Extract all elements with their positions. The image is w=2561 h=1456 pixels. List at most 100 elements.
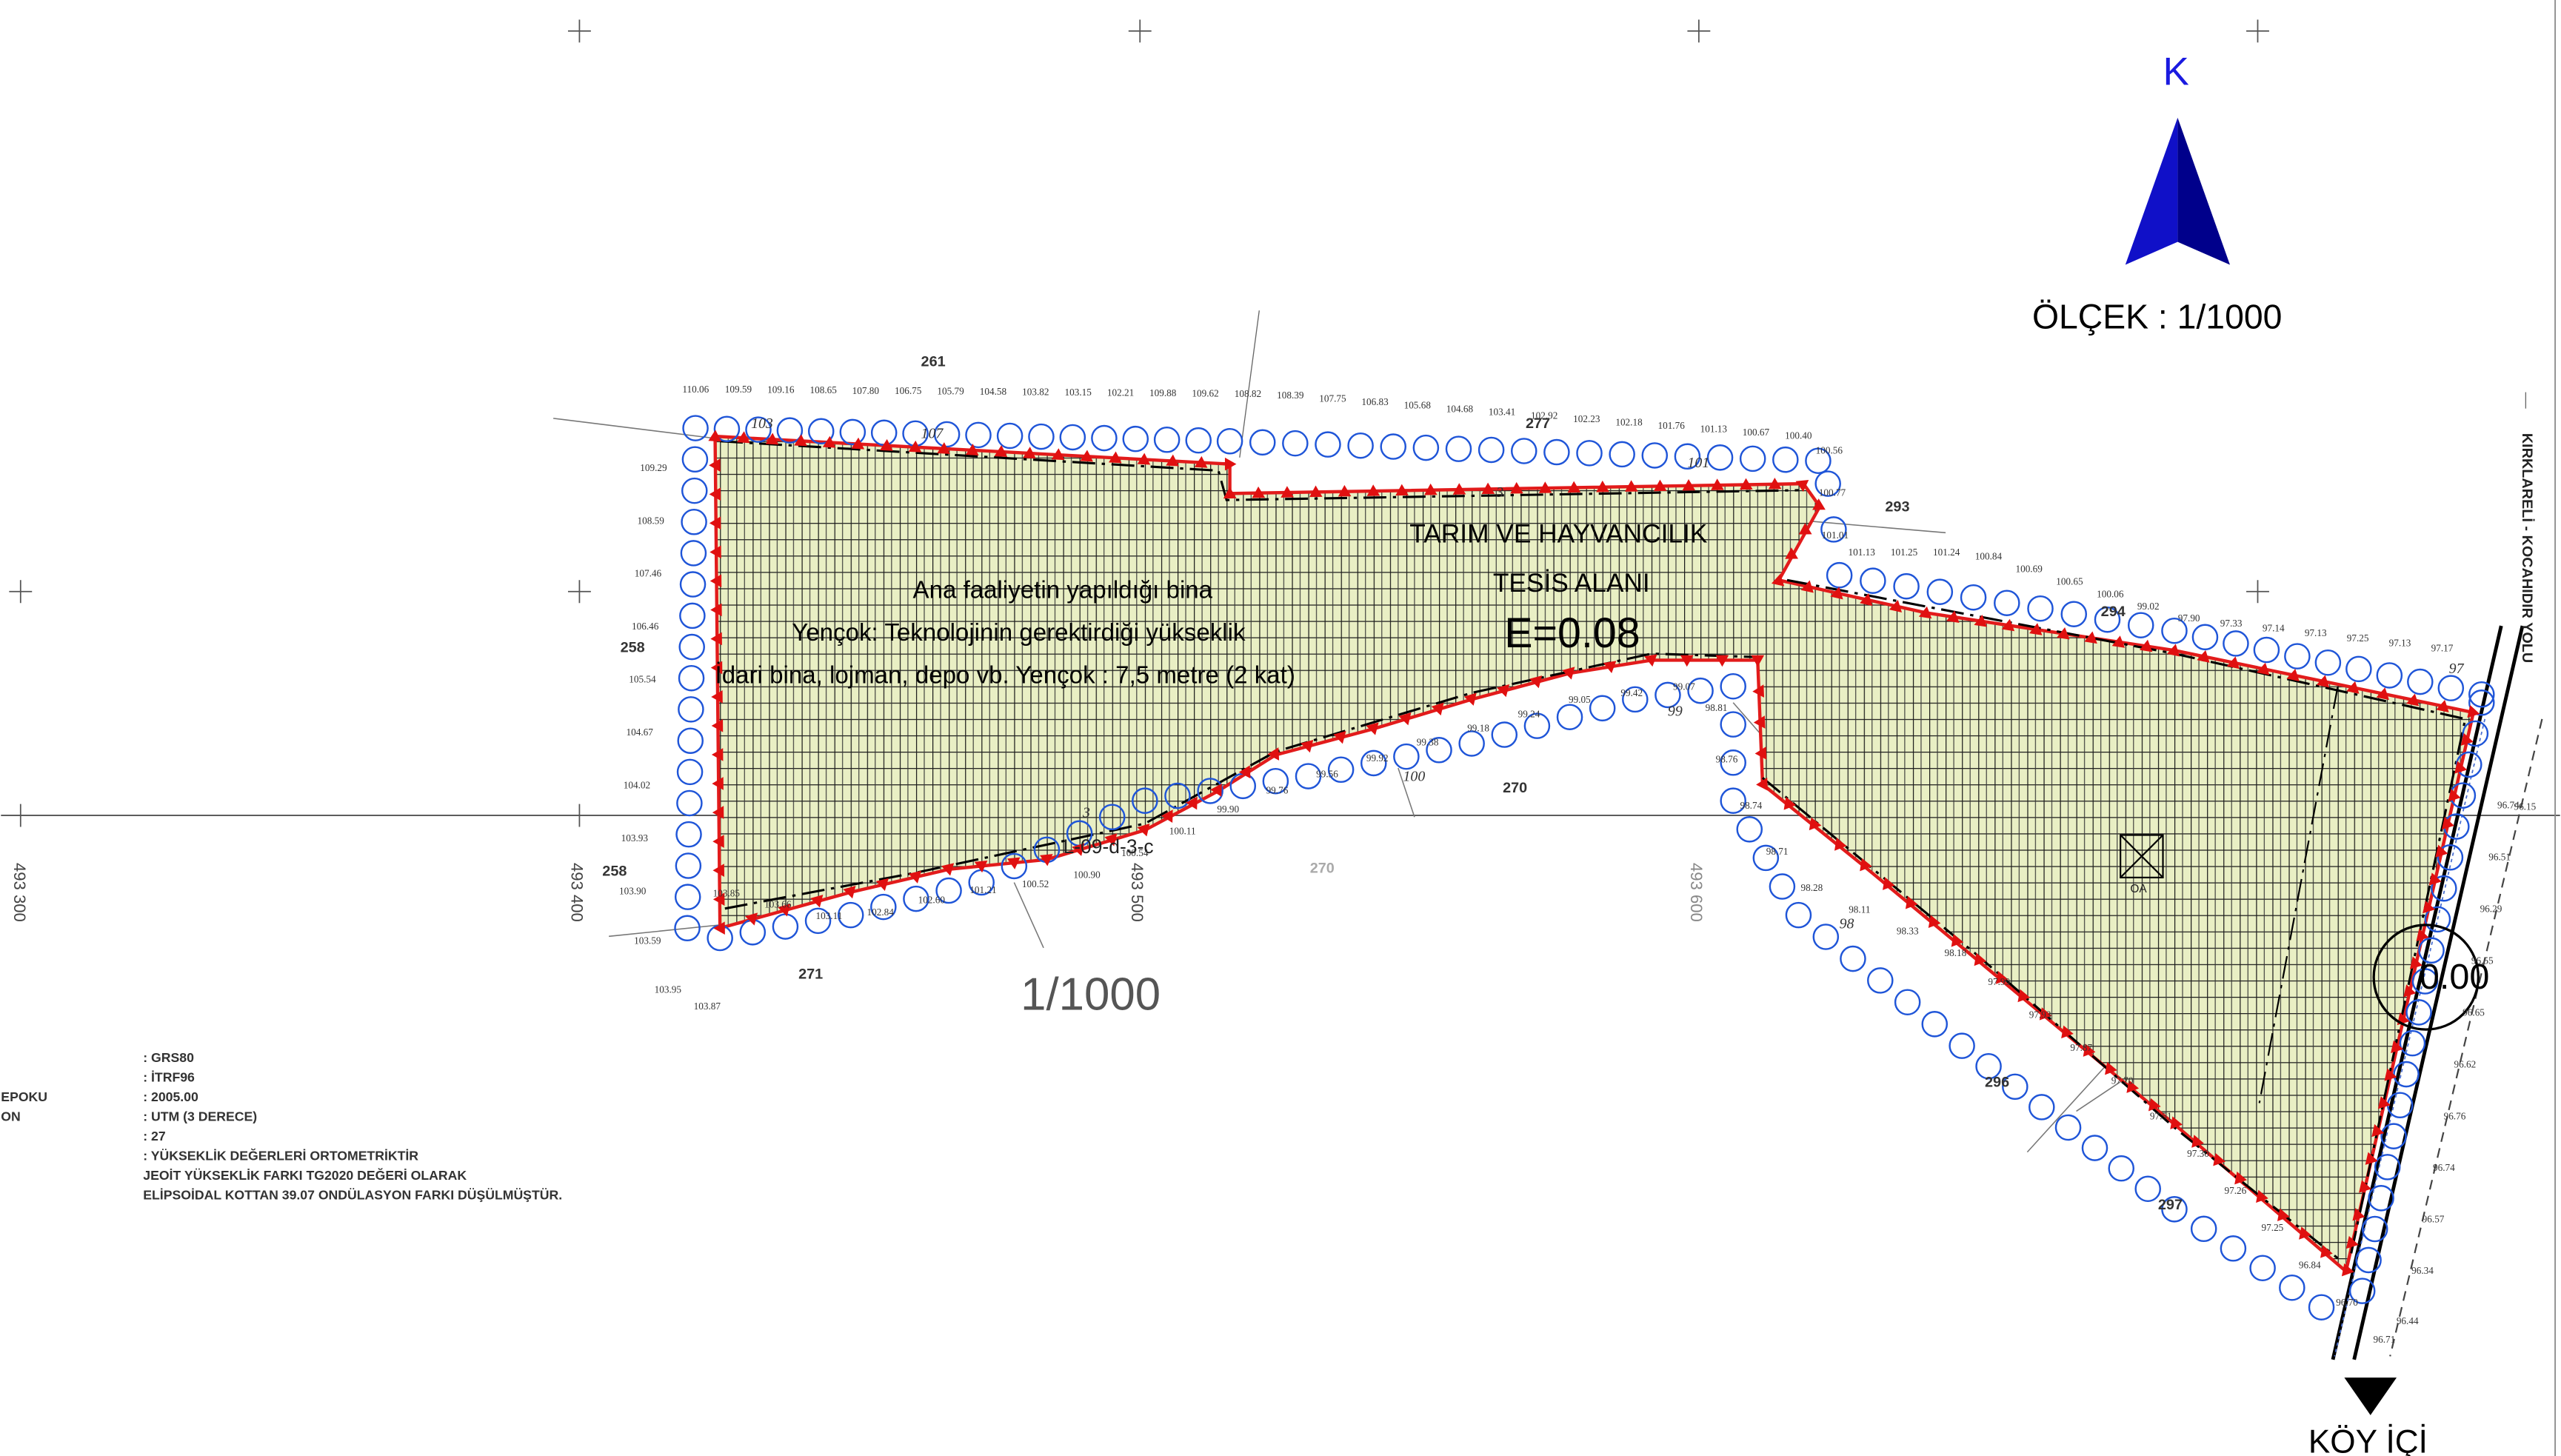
survey-point-circle — [839, 418, 867, 446]
boundary-triangle-marker — [1771, 573, 1785, 587]
boundary-triangle-marker — [1739, 478, 1753, 490]
zone-title-line1: TARIM VE HAYVANCILIK — [1409, 520, 1708, 549]
zone-polygon[interactable] — [713, 434, 2476, 1275]
boundary-triangle-marker — [1210, 783, 1222, 797]
survey-point-circle — [1720, 711, 1746, 738]
boundary-triangle-marker — [1108, 451, 1122, 464]
spot-height-label: 101.25 — [1891, 547, 1918, 558]
boundary-triangle-marker — [1946, 610, 1960, 624]
spot-height-label: 96.84 — [2299, 1259, 2321, 1270]
spot-height-label: 96.44 — [2397, 1315, 2419, 1326]
survey-point-circle — [1674, 443, 1701, 470]
spot-height-label: 96.57 — [2423, 1214, 2445, 1225]
spot-height-label: 103.59 — [634, 935, 661, 946]
north-label: K — [2163, 50, 2189, 94]
survey-point-circle — [1752, 844, 1780, 872]
spot-height-label: 97.33 — [2220, 618, 2243, 629]
spot-height-label: 97.25 — [2347, 632, 2369, 644]
boundary-triangle-marker — [937, 442, 950, 454]
survey-point-circle — [1576, 440, 1603, 467]
parcel-271: 271 — [798, 966, 823, 983]
survey-point-circle — [2060, 601, 2088, 627]
spot-height-label: 97.17 — [2431, 642, 2454, 653]
survey-point-circle — [776, 417, 804, 444]
survey-point-circle — [870, 893, 897, 921]
boundary-triangle-marker — [2423, 901, 2436, 914]
boundary-triangle-marker — [711, 748, 724, 761]
boundary-triangle-marker — [2170, 1116, 2183, 1129]
boundary-triangle-marker — [2454, 761, 2468, 774]
boundary-triangle-marker — [1974, 952, 1987, 966]
spot-height-label: 100.54 — [1121, 847, 1149, 858]
survey-point-circle — [2431, 875, 2457, 902]
boundary-triangle-marker — [2299, 1226, 2311, 1240]
survey-point-circle — [1589, 695, 1616, 722]
survey-point-circle — [933, 421, 961, 448]
spot-height-label: 97.13 — [2389, 637, 2411, 648]
survey-point-circle — [2094, 606, 2121, 633]
boundary-triangle-marker — [1795, 480, 1809, 492]
boundary-triangle-marker — [1040, 854, 1053, 866]
grid-label-600: 493 600 — [1687, 863, 1706, 922]
spot-height-label: 102.84 — [867, 906, 895, 918]
spot-height-label: 108.82 — [1235, 388, 1261, 399]
survey-point-circle — [1295, 763, 1322, 789]
building-line2: Yençok: Teknolojinin gerektirdiği yüksek… — [792, 619, 1246, 647]
survey-point-circle — [2393, 1061, 2420, 1088]
spot-height-label: 101.21 — [969, 884, 996, 895]
spot-height-label: 106.75 — [895, 385, 922, 396]
road-station-marker: 0.00 — [2372, 924, 2489, 1031]
spot-height-label: 96.51 — [2488, 851, 2511, 862]
survey-point-circle — [1393, 743, 1420, 770]
spot-height-label: 99.38 — [1417, 737, 1439, 748]
boundary-triangle-marker — [2213, 1152, 2226, 1166]
survey-point-circle — [1098, 804, 1126, 831]
boundary-triangle-marker — [2409, 956, 2423, 969]
boundary-triangle-marker — [1653, 479, 1667, 492]
survey-point-circle — [2462, 720, 2489, 747]
survey-point-circle — [682, 415, 709, 441]
survey-point-circle — [2418, 937, 2445, 964]
survey-point-circle — [2380, 1123, 2407, 1149]
boundary-triangle-marker — [745, 912, 758, 926]
spot-height-label: 105.68 — [1404, 400, 1432, 411]
boundary-triangle-marker — [822, 435, 836, 448]
boundary-triangle-marker — [712, 892, 725, 906]
survey-point-circle — [1091, 424, 1118, 452]
boundary-triangle-marker — [1889, 599, 1903, 612]
boundary-triangle-marker — [2105, 1061, 2117, 1075]
survey-point-circle — [676, 789, 703, 817]
survey-point-circle — [2223, 630, 2249, 657]
boundary-triangle-marker — [1754, 747, 1767, 760]
survey-point-circle — [675, 821, 702, 848]
spot-height-label: 98.33 — [1897, 926, 1919, 937]
survey-point-circle — [2002, 1073, 2029, 1101]
survey-point-circle — [680, 540, 707, 567]
survey-point-circle — [679, 602, 706, 630]
contour-98: 98 — [1840, 915, 1854, 932]
spot-height-label: 102.60 — [918, 894, 946, 905]
contour-100: 100 — [1403, 769, 1425, 785]
survey-point-circle — [2355, 1246, 2382, 1274]
spot-height-label: 97.87 — [2070, 1042, 2092, 1053]
boundary-triangle-marker — [1080, 450, 1093, 462]
survey-point-circle — [1001, 852, 1028, 880]
boundary-triangle-marker — [1431, 702, 1444, 716]
spot-height-label: 99.56 — [1316, 769, 1338, 780]
boundary-triangle-marker — [2226, 656, 2240, 669]
boundary-triangle-marker — [1223, 487, 1237, 499]
spot-height-label: 102.21 — [1107, 387, 1134, 398]
spot-height-label: 99.76 — [1266, 784, 1289, 795]
spot-height-label: 110.06 — [682, 384, 709, 395]
zone-ratio: E=0.08 — [1504, 610, 1640, 657]
spot-height-label: 104.67 — [627, 727, 654, 738]
survey-point-circle — [837, 901, 864, 929]
survey-point-circle — [2191, 624, 2219, 651]
survey-point-circle — [1739, 445, 1766, 472]
legend-datum: : İTRF96 — [143, 1070, 195, 1085]
spot-height-label: 96.71 — [2373, 1334, 2395, 1345]
boundary-triangle-marker — [2341, 1263, 2354, 1277]
boundary-triangle-marker — [709, 574, 722, 588]
survey-point-circle — [2284, 643, 2311, 669]
boundary-triangle-marker — [1812, 498, 1826, 510]
